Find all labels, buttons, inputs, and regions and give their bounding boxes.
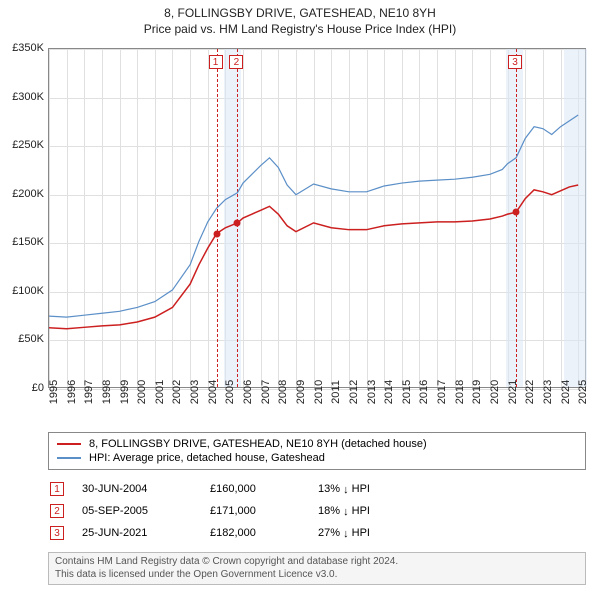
x-tick-label: 2007 [260, 380, 272, 404]
x-tick-label: 1995 [48, 380, 60, 404]
footer-line: This data is licensed under the Open Gov… [55, 569, 579, 582]
series-line-property [49, 185, 578, 329]
x-tick-label: 2021 [507, 380, 519, 404]
legend-label: 8, FOLLINGSBY DRIVE, GATESHEAD, NE10 8YH… [89, 438, 427, 450]
x-tick-label: 2009 [295, 380, 307, 404]
x-tick-label: 2023 [542, 380, 554, 404]
legend-label: HPI: Average price, detached house, Gate… [89, 452, 325, 464]
sales-row: 1 30-JUN-2004 £160,000 13% ↓ HPI [48, 478, 586, 500]
sale-dot [513, 209, 520, 216]
y-tick-label: £200K [12, 188, 44, 200]
legend-item: HPI: Average price, detached house, Gate… [57, 451, 577, 465]
sales-table: 1 30-JUN-2004 £160,000 13% ↓ HPI 2 05-SE… [48, 478, 586, 544]
sale-marker: 3 [50, 526, 64, 540]
chart-container: 8, FOLLINGSBY DRIVE, GATESHEAD, NE10 8YH… [0, 0, 600, 590]
x-tick-label: 1996 [66, 380, 78, 404]
x-tick-label: 2012 [348, 380, 360, 404]
sale-price: £160,000 [210, 483, 300, 495]
x-tick-label: 2004 [207, 380, 219, 404]
x-tick-label: 1997 [83, 380, 95, 404]
x-tick-label: 2015 [401, 380, 413, 404]
x-tick-label: 2014 [383, 380, 395, 404]
x-tick-label: 2017 [436, 380, 448, 404]
y-tick-label: £250K [12, 139, 44, 151]
x-tick-label: 2016 [418, 380, 430, 404]
x-tick-label: 1998 [101, 380, 113, 404]
sale-date: 25-JUN-2021 [82, 527, 192, 539]
sale-delta: 18% ↓ HPI [318, 505, 428, 517]
sale-date: 05-SEP-2005 [82, 505, 192, 517]
footer-line: Contains HM Land Registry data © Crown c… [55, 556, 579, 569]
title-main: 8, FOLLINGSBY DRIVE, GATESHEAD, NE10 8YH [0, 6, 600, 20]
x-tick-label: 2011 [330, 380, 342, 404]
x-tick-label: 2005 [224, 380, 236, 404]
x-tick-label: 2022 [524, 380, 536, 404]
x-tick-label: 2008 [277, 380, 289, 404]
y-tick-label: £150K [12, 236, 44, 248]
x-tick-label: 2010 [313, 380, 325, 404]
legend-item: 8, FOLLINGSBY DRIVE, GATESHEAD, NE10 8YH… [57, 437, 577, 451]
sales-row: 3 25-JUN-2021 £182,000 27% ↓ HPI [48, 522, 586, 544]
y-tick-label: £300K [12, 91, 44, 103]
x-tick-label: 2019 [471, 380, 483, 404]
sale-price: £182,000 [210, 527, 300, 539]
series-line-hpi [49, 115, 578, 317]
x-tick-label: 2020 [489, 380, 501, 404]
y-tick-label: £350K [12, 42, 44, 54]
x-tick-label: 2024 [560, 380, 572, 404]
arrow-down-icon: ↓ [343, 484, 349, 496]
sale-marker: 2 [50, 504, 64, 518]
legend-swatch [57, 443, 81, 445]
y-tick-label: £100K [12, 285, 44, 297]
sale-delta: 27% ↓ HPI [318, 527, 428, 539]
title-block: 8, FOLLINGSBY DRIVE, GATESHEAD, NE10 8YH… [0, 0, 600, 38]
sale-marker: 1 [50, 482, 64, 496]
sale-dot [234, 219, 241, 226]
y-tick-label: £50K [18, 333, 44, 345]
sale-dot [213, 230, 220, 237]
legend-swatch [57, 457, 81, 459]
x-tick-label: 2000 [136, 380, 148, 404]
x-tick-label: 2025 [577, 380, 589, 404]
chart-plot-area: 123 [48, 48, 586, 388]
sales-row: 2 05-SEP-2005 £171,000 18% ↓ HPI [48, 500, 586, 522]
x-tick-label: 2006 [242, 380, 254, 404]
legend: 8, FOLLINGSBY DRIVE, GATESHEAD, NE10 8YH… [48, 432, 586, 470]
x-tick-label: 2013 [366, 380, 378, 404]
sale-delta: 13% ↓ HPI [318, 483, 428, 495]
x-tick-label: 1999 [119, 380, 131, 404]
title-sub: Price paid vs. HM Land Registry's House … [0, 22, 600, 36]
arrow-down-icon: ↓ [343, 528, 349, 540]
y-tick-label: £0 [32, 382, 44, 394]
x-tick-label: 2018 [454, 380, 466, 404]
sale-date: 30-JUN-2004 [82, 483, 192, 495]
sale-price: £171,000 [210, 505, 300, 517]
x-tick-label: 2002 [171, 380, 183, 404]
x-tick-label: 2003 [189, 380, 201, 404]
x-tick-label: 2001 [154, 380, 166, 404]
footer-attribution: Contains HM Land Registry data © Crown c… [48, 552, 586, 585]
series-svg [49, 49, 587, 389]
arrow-down-icon: ↓ [343, 506, 349, 518]
